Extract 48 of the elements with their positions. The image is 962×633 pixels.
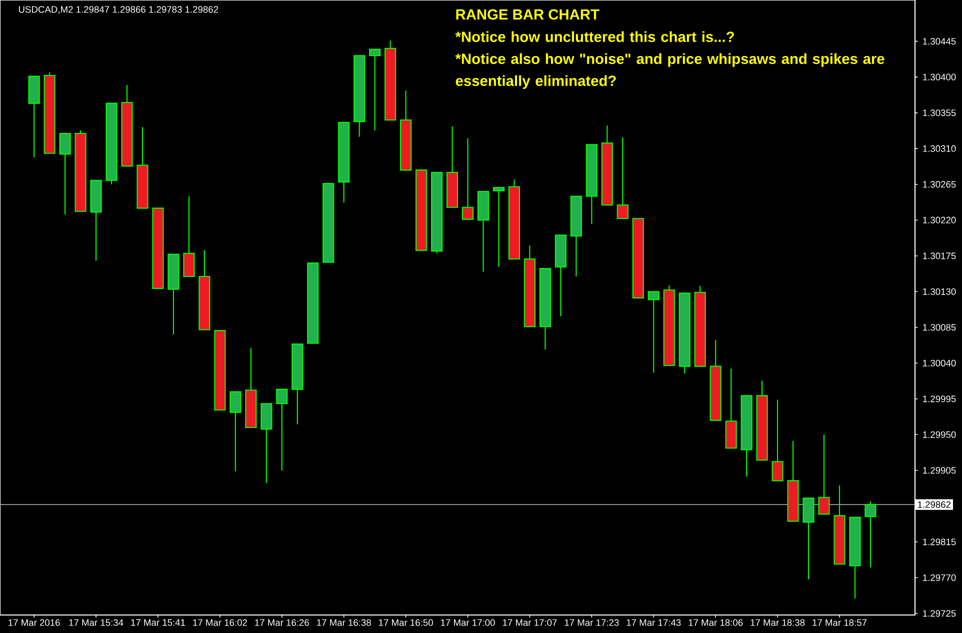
y-tick-label: 1.30265 [923, 181, 956, 188]
x-tick-label: 17 Mar 18:57 [812, 619, 867, 626]
chart-title: RANGE BAR CHART [456, 9, 600, 20]
x-tick-label: 17 Mar 16:50 [379, 619, 433, 626]
y-tick-label: 1.30310 [923, 145, 956, 152]
x-tick-label: 17 Mar 17:23 [564, 619, 619, 626]
x-tick-label: 17 Mar 15:34 [69, 619, 124, 626]
candlestick [462, 138, 474, 220]
y-tick-label: 1.30220 [923, 216, 956, 224]
candlestick [616, 136, 628, 220]
x-tick-label: 17 Mar 16:38 [317, 619, 371, 626]
candlestick [276, 388, 288, 471]
text: USDCAD,M2 1.29847 1.29866 1.29783 1.29862 [18, 6, 218, 14]
candlestick [230, 391, 242, 472]
candlestick [864, 500, 876, 568]
candlestick [369, 48, 381, 131]
candlestick [492, 186, 505, 268]
ref-line-label: 1.29862 [918, 501, 951, 508]
x-tick-label: 17 Mar 17:07 [502, 619, 557, 626]
candlestick [183, 196, 195, 278]
annotation: *Notice how uncluttered this chart is...? [455, 31, 734, 42]
candlestick [802, 498, 814, 580]
y-tick-label: 1.30085 [923, 324, 956, 331]
y-tick-label: 1.30040 [923, 360, 956, 366]
x-tick-label: 17 Mar 16:26 [255, 619, 309, 626]
candlestick [59, 132, 71, 216]
x-tick-label: 17 Mar 15:41 [131, 619, 186, 626]
y-tick-label: 1.29770 [923, 574, 956, 581]
x-tick-label: 17 Mar 16:02 [193, 619, 247, 626]
y-tick-label: 1.29995 [923, 396, 956, 402]
y-tick-label: 1.29950 [923, 431, 956, 438]
x-tick-label: 17 Mar 17:00 [440, 619, 495, 626]
y-tick-label: 1.30355 [923, 110, 956, 116]
y-tick-label: 1.30175 [923, 252, 956, 260]
y-tick-label: 1.30130 [923, 288, 956, 295]
y-tick-label: 1.29905 [923, 467, 956, 474]
candlestick [772, 399, 784, 482]
x-tick-label: 17 Mar 18:38 [750, 619, 805, 626]
y-tick-label: 1.30400 [923, 74, 956, 80]
x-tick-label: 17 Mar 18:06 [688, 619, 743, 626]
x-tick-label: 17 Mar 17:43 [626, 619, 681, 626]
x-tick-label: 17 Mar 2016 [8, 619, 60, 626]
y-tick-label: 1.30445 [923, 38, 956, 45]
y-tick-label: 1.29815 [923, 538, 956, 546]
candlestick [818, 434, 830, 515]
candlestick [648, 291, 660, 374]
y-tick-label: 1.29725 [923, 610, 956, 617]
annotation: *Notice also how "noise" and price whipsaws and spikes are essentially eliminated? [455, 53, 884, 89]
